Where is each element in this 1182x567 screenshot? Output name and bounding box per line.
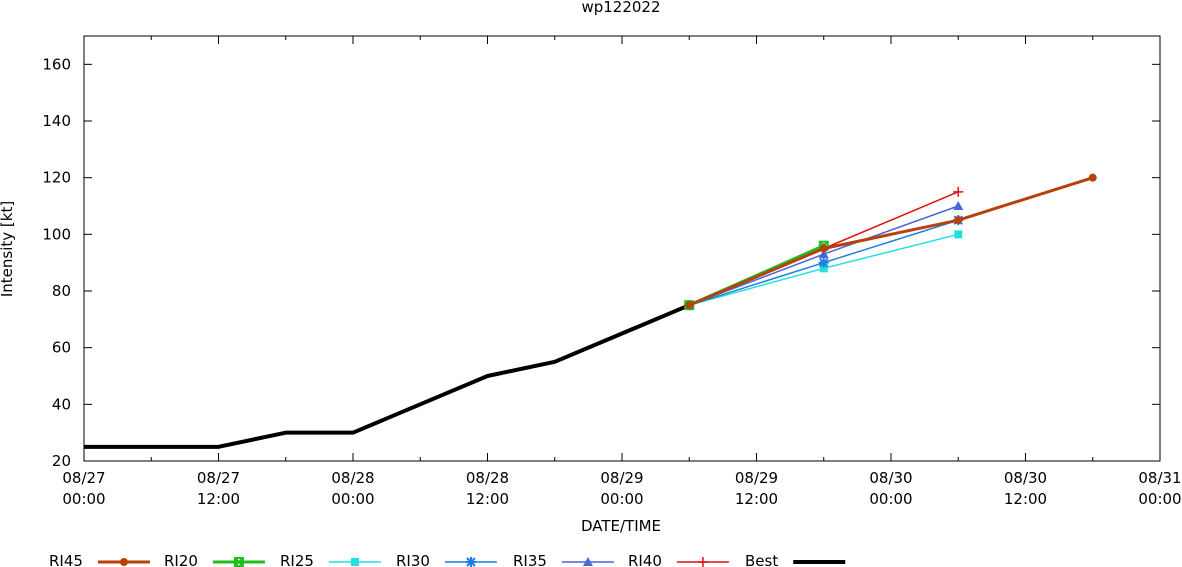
legend-label: RI25: [280, 552, 314, 567]
series-point: [818, 257, 829, 268]
series-point: [954, 230, 963, 239]
legend-label: RI35: [513, 552, 547, 567]
legend-label: RI20: [164, 552, 198, 567]
y-tick-label: 20: [52, 452, 71, 470]
series-line: [84, 303, 691, 449]
x-tick-label-time: 12:00: [1004, 490, 1047, 508]
y-tick-label: 160: [42, 55, 71, 73]
x-tick-label-time: 00:00: [869, 490, 912, 508]
legend: RI45 RI20 RI25 RI30 RI35 RI40 Best: [49, 552, 846, 567]
x-axis-label: DATE/TIME: [581, 517, 661, 535]
legend-item-best: Best: [745, 552, 846, 567]
series-point: [465, 557, 476, 567]
series-line: [688, 176, 1094, 307]
x-tick-label-date: 08/31: [1138, 469, 1181, 487]
legend-item-ri25: RI25: [280, 552, 381, 567]
plot-frame: [83, 35, 1161, 462]
legend-item-ri35: RI35: [513, 552, 614, 567]
legend-item-ri40: RI40: [628, 552, 729, 567]
series-best: [84, 303, 691, 449]
x-tick-label-time: 00:00: [600, 490, 643, 508]
x-tick-label-time: 00:00: [331, 490, 374, 508]
x-tick-label-date: 08/27: [197, 469, 240, 487]
series-point: [119, 558, 128, 566]
series-point: [818, 249, 829, 259]
x-tick-label-time: 00:00: [62, 490, 105, 508]
x-tick-label-date: 08/28: [331, 469, 374, 487]
series-point: [953, 186, 964, 197]
series-layer: [84, 173, 1097, 449]
x-tick-label-date: 08/30: [869, 469, 912, 487]
series-point: [954, 216, 963, 225]
x-tick-label-time: 12:00: [735, 490, 778, 508]
y-tick-label: 80: [52, 282, 71, 300]
y-tick-label: 120: [42, 169, 71, 187]
axis-ticks: [83, 36, 1161, 462]
legend-item-ri20: RI20: [164, 552, 265, 567]
x-tick-label-date: 08/29: [600, 469, 643, 487]
series-point: [697, 557, 708, 567]
x-tick-label-date: 08/27: [62, 469, 105, 487]
y-tick-label: 60: [52, 339, 71, 357]
legend-item-ri30: RI30: [396, 552, 497, 567]
chart-title: wp122022: [581, 0, 660, 16]
series-point: [685, 301, 694, 310]
y-tick-label: 140: [42, 112, 71, 130]
legend-label: Best: [745, 552, 778, 567]
series-ri45: [685, 173, 1097, 310]
series-point: [819, 264, 828, 273]
series-point: [953, 201, 964, 210]
x-tick-label-date: 08/29: [735, 469, 778, 487]
legend-label: RI45: [49, 552, 83, 567]
x-tick-label-date: 08/28: [466, 469, 509, 487]
axis-tick-labels: 20 40 60 80 100 120 140 160 08/27 00:00 08/27 12:00…: [42, 55, 1181, 508]
y-tick-label: 40: [52, 395, 71, 413]
legend-label: RI30: [396, 552, 430, 567]
series-point: [819, 244, 828, 253]
series-point: [233, 557, 244, 567]
x-tick-label-date: 08/30: [1004, 469, 1047, 487]
x-tick-label-time: 00:00: [1138, 490, 1181, 508]
series-point: [582, 557, 593, 566]
x-tick-label-time: 12:00: [466, 490, 509, 508]
series-point: [1088, 173, 1097, 182]
y-axis-label: Intensity [kt]: [0, 201, 16, 297]
series-point: [350, 558, 359, 566]
y-tick-label: 100: [42, 225, 71, 243]
legend-label: RI40: [628, 552, 662, 567]
x-tick-label-time: 12:00: [197, 490, 240, 508]
legend-item-ri45: RI45: [49, 552, 150, 567]
